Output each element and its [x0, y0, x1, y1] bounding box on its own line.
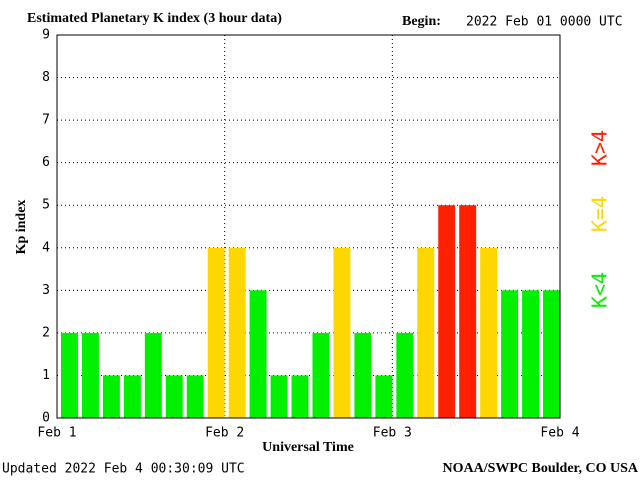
y-tick-label: 1	[42, 368, 50, 383]
plot-frame	[56, 34, 561, 419]
legend-entry: K<4	[588, 272, 612, 308]
bar	[333, 247, 351, 418]
x-axis-label: Universal Time	[262, 440, 354, 455]
y-tick-label: 4	[42, 240, 50, 255]
bar	[396, 332, 414, 418]
updated: Updated 2022 Feb 4 00:30:09 UTC	[2, 462, 245, 477]
bar	[270, 375, 288, 418]
y-tick-label: 9	[42, 28, 50, 43]
begin-date: 2022 Feb 01 0000 UTC	[466, 15, 623, 30]
bar	[354, 332, 372, 418]
bar	[81, 332, 99, 418]
y-tick-label: 8	[42, 70, 50, 85]
x-tick-label: Feb 4	[540, 426, 579, 441]
y-tick-label: 2	[42, 325, 50, 340]
y-tick-label: 3	[42, 283, 50, 298]
bar	[207, 247, 225, 418]
bar	[123, 375, 141, 418]
y-tick-label: 7	[42, 113, 50, 128]
bar	[249, 290, 267, 418]
bar	[480, 247, 498, 418]
source: NOAA/SWPC Boulder, CO USA	[442, 461, 638, 476]
bar	[291, 375, 309, 418]
y-tick-label: 0	[42, 411, 50, 426]
bar	[522, 290, 540, 418]
bar	[543, 290, 560, 418]
bar	[102, 375, 120, 418]
y-tick-label: 6	[42, 155, 50, 170]
x-tick-label: Feb 1	[37, 426, 76, 441]
bar	[417, 247, 435, 418]
bar	[61, 332, 78, 418]
chart-title: Estimated Planetary K index (3 hour data…	[27, 11, 282, 26]
bar	[312, 332, 330, 418]
bar	[375, 375, 393, 418]
bar	[165, 375, 183, 418]
bar	[501, 290, 519, 418]
legend-entry: K=4	[588, 196, 612, 232]
begin-label: Begin:	[402, 14, 441, 29]
legend-entry: K>4	[588, 130, 612, 166]
bar	[186, 375, 204, 418]
y-axis-label: Kp index	[14, 200, 29, 255]
bar	[228, 247, 246, 418]
y-tick-label: 5	[42, 198, 50, 213]
x-tick-label: Feb 3	[373, 426, 412, 441]
bar	[144, 332, 162, 418]
x-tick-label: Feb 2	[205, 426, 244, 441]
bar	[438, 205, 456, 418]
bar	[459, 205, 477, 418]
